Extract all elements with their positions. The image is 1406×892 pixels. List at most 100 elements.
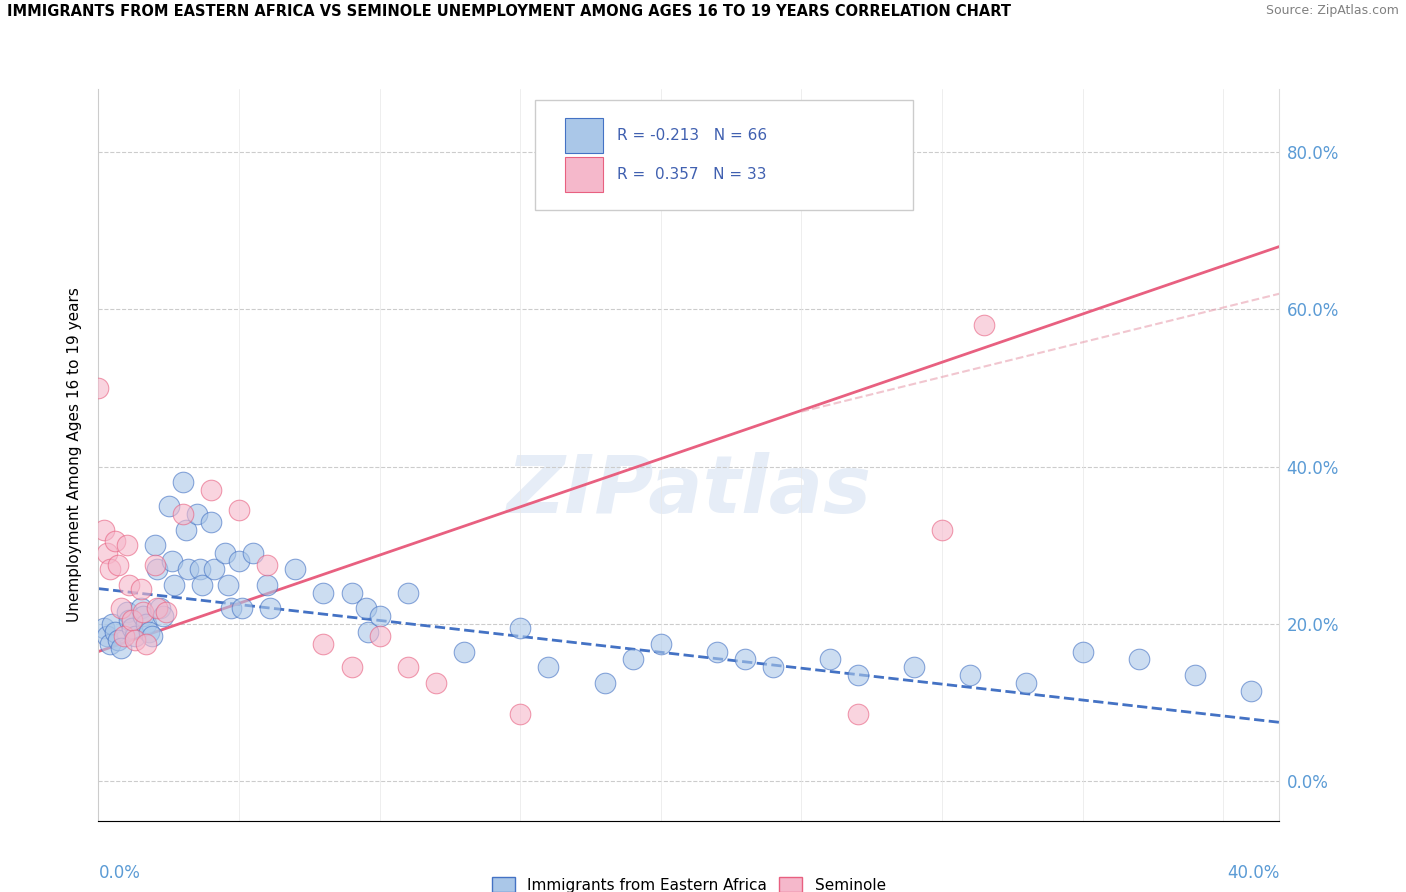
Point — [357, 624, 380, 639]
Point — [202, 562, 225, 576]
Text: R =  0.357   N = 33: R = 0.357 N = 33 — [617, 168, 766, 182]
Point — [312, 637, 335, 651]
Point — [143, 538, 166, 552]
Text: 0.0%: 0.0% — [98, 863, 141, 882]
Point — [172, 507, 194, 521]
Point — [312, 585, 335, 599]
Point — [135, 617, 157, 632]
Point — [593, 676, 616, 690]
Point — [621, 652, 644, 666]
Point — [188, 562, 211, 576]
Point — [509, 621, 531, 635]
Text: IMMIGRANTS FROM EASTERN AFRICA VS SEMINOLE UNEMPLOYMENT AMONG AGES 16 TO 19 YEAR: IMMIGRANTS FROM EASTERN AFRICA VS SEMINO… — [7, 4, 1011, 20]
Point — [132, 609, 155, 624]
Point — [104, 624, 127, 639]
Point — [87, 381, 110, 395]
Point — [537, 660, 560, 674]
Point — [186, 507, 208, 521]
Point — [734, 652, 756, 666]
Point — [228, 554, 250, 568]
Point — [368, 629, 391, 643]
Point — [340, 660, 363, 674]
Point — [509, 707, 531, 722]
Point — [846, 707, 869, 722]
Text: R = -0.213   N = 66: R = -0.213 N = 66 — [617, 128, 768, 143]
Point — [146, 601, 169, 615]
Bar — [565, 157, 603, 193]
Point — [115, 538, 138, 552]
Point — [1184, 668, 1206, 682]
Point — [96, 546, 118, 560]
Point — [231, 601, 253, 615]
Point — [903, 660, 925, 674]
Point — [242, 546, 264, 560]
Point — [155, 605, 177, 619]
Point — [368, 609, 391, 624]
FancyBboxPatch shape — [536, 100, 914, 210]
Point — [191, 577, 214, 591]
Point — [112, 629, 135, 643]
Point — [284, 562, 307, 576]
Text: 40.0%: 40.0% — [1227, 863, 1279, 882]
Point — [762, 660, 785, 674]
Point — [706, 644, 728, 658]
Point — [1128, 652, 1150, 666]
Point — [200, 515, 222, 529]
Point — [256, 577, 278, 591]
Point — [396, 660, 419, 674]
Point — [259, 601, 281, 615]
Point — [177, 562, 200, 576]
Point — [101, 617, 124, 632]
Point — [157, 499, 180, 513]
Point — [931, 523, 953, 537]
Point — [174, 523, 197, 537]
Point — [846, 668, 869, 682]
Point — [973, 318, 995, 333]
Point — [152, 609, 174, 624]
Point — [124, 629, 146, 643]
Point — [115, 605, 138, 619]
Point — [172, 475, 194, 490]
Point — [124, 632, 146, 647]
Point — [818, 652, 841, 666]
Point — [396, 585, 419, 599]
Point — [121, 613, 143, 627]
Bar — [565, 118, 603, 153]
Point — [219, 601, 242, 615]
Point — [104, 534, 127, 549]
Point — [959, 668, 981, 682]
Text: Source: ZipAtlas.com: Source: ZipAtlas.com — [1265, 4, 1399, 18]
Point — [425, 676, 447, 690]
Point — [149, 601, 172, 615]
Point — [93, 621, 115, 635]
Legend: Immigrants from Eastern Africa, Seminole: Immigrants from Eastern Africa, Seminole — [488, 872, 890, 892]
Point — [228, 503, 250, 517]
Point — [132, 605, 155, 619]
Point — [200, 483, 222, 498]
Point — [1015, 676, 1038, 690]
Point — [146, 562, 169, 576]
Point — [129, 601, 152, 615]
Point — [110, 601, 132, 615]
Point — [354, 601, 377, 615]
Point — [107, 632, 129, 647]
Point — [256, 558, 278, 572]
Point — [98, 637, 121, 651]
Text: ZIPatlas: ZIPatlas — [506, 452, 872, 531]
Point — [129, 582, 152, 596]
Point — [163, 577, 186, 591]
Point — [96, 629, 118, 643]
Point — [110, 640, 132, 655]
Point — [135, 637, 157, 651]
Point — [141, 629, 163, 643]
Point — [214, 546, 236, 560]
Point — [107, 558, 129, 572]
Point — [453, 644, 475, 658]
Y-axis label: Unemployment Among Ages 16 to 19 years: Unemployment Among Ages 16 to 19 years — [67, 287, 83, 623]
Point — [143, 558, 166, 572]
Point — [340, 585, 363, 599]
Point — [1071, 644, 1094, 658]
Point — [217, 577, 239, 591]
Point — [121, 621, 143, 635]
Point — [93, 523, 115, 537]
